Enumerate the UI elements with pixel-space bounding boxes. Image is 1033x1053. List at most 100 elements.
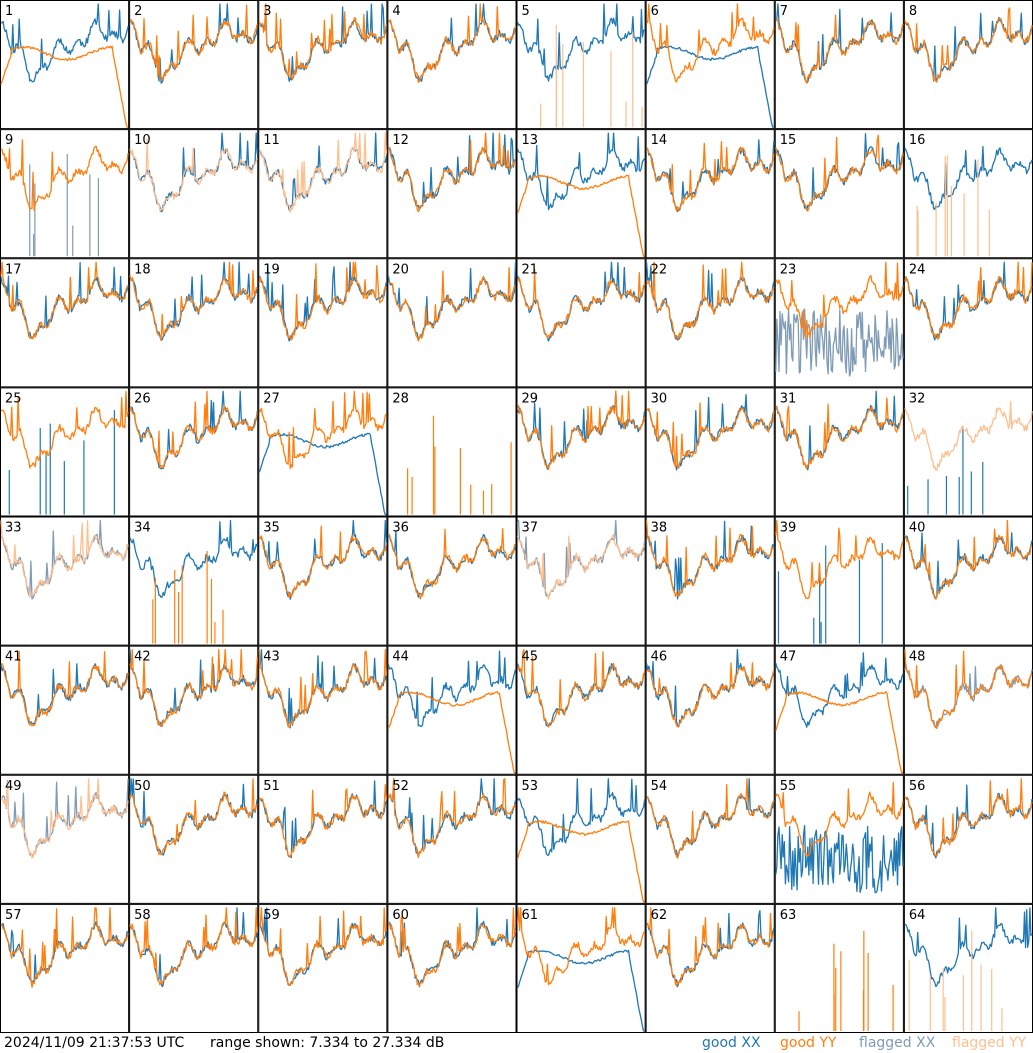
series-yy-line (516, 268, 646, 339)
series-yy-line (646, 662, 775, 728)
panel-frame (645, 516, 775, 646)
panel-label: 54 (651, 779, 668, 794)
panel-43: 43 (258, 645, 388, 775)
legend-flagged-yy: flagged YY (952, 1035, 1027, 1051)
panel-frame (258, 129, 388, 259)
timestamp: 2024/11/09 21:37:53 UTC (4, 1035, 185, 1051)
panel-label: 64 (909, 908, 926, 923)
panel-48: 48 (903, 645, 1033, 775)
panel-14: 14 (645, 129, 775, 259)
series-yy-line (258, 907, 387, 986)
panel-frame (258, 903, 388, 1033)
range-text: range shown: 7.334 to 27.334 dB (210, 1035, 445, 1051)
panel-frame (645, 129, 775, 259)
series-yy-line (904, 401, 1033, 471)
panel-30: 30 (645, 387, 775, 517)
panel-label: 26 (134, 391, 151, 406)
panel-frame (258, 516, 388, 646)
panel-4: 4 (387, 0, 517, 130)
legend-good-yy: good YY (780, 1035, 837, 1051)
series-xx-line (775, 824, 904, 894)
panel-frame (645, 258, 775, 388)
series-xx-line (516, 132, 646, 211)
panel-label: 34 (134, 521, 151, 536)
panel-label: 53 (522, 779, 539, 794)
series-yy-line (516, 648, 646, 728)
panel-6: 6 (645, 0, 775, 130)
panel-3: 3 (258, 0, 388, 130)
panel-frame (129, 516, 259, 646)
panel-label: 48 (909, 650, 926, 665)
panel-frame (129, 387, 259, 517)
panel-frame (387, 387, 517, 517)
panel-label: 7 (780, 4, 788, 19)
panel-label: 59 (263, 908, 280, 923)
panel-frame (516, 129, 646, 259)
panel-34: 34 (129, 516, 259, 646)
panel-51: 51 (258, 774, 388, 904)
series-xx-line (258, 432, 387, 516)
series-yy-line (775, 519, 904, 600)
panel-frame (516, 387, 646, 517)
series-yy-line (517, 174, 645, 257)
panel-37: 37 (516, 516, 646, 646)
series-yy-line (646, 778, 775, 859)
series-yy-line (258, 648, 388, 728)
panel-label: 35 (263, 521, 280, 536)
panel-frame (774, 903, 904, 1033)
series-yy-line (258, 261, 387, 341)
series-yy-line (646, 402, 775, 469)
panel-label: 29 (522, 391, 539, 406)
panel-47: 47 (774, 645, 904, 775)
series-xx-line (775, 132, 904, 212)
panel-frame (129, 258, 259, 388)
series-xx-line (516, 3, 645, 82)
panel-59: 59 (258, 903, 388, 1033)
series-yy-line (388, 132, 516, 213)
series-yy-line (129, 778, 258, 856)
series-xx-line (646, 139, 775, 213)
panel-label: 51 (263, 779, 280, 794)
panel-label: 17 (5, 262, 22, 277)
series-yy-line (258, 525, 388, 598)
panel-label: 12 (392, 133, 409, 148)
panel-frame (903, 774, 1033, 904)
series-yy-line (775, 14, 904, 84)
panel-label: 49 (5, 779, 22, 794)
panel-label: 38 (651, 521, 668, 536)
panel-label: 8 (909, 4, 917, 19)
panel-9: 9 (0, 129, 130, 259)
series-xx-line (129, 261, 258, 341)
panel-frame (516, 258, 646, 388)
series-yy-line (516, 534, 645, 600)
panel-17: 17 (0, 258, 130, 388)
panel-label: 23 (780, 262, 797, 277)
panel-frame (0, 516, 130, 646)
panel-frame (129, 903, 259, 1033)
panel-54: 54 (645, 774, 775, 904)
series-xx-line (387, 778, 517, 858)
panel-label: 27 (263, 391, 280, 406)
series-yy-line (775, 134, 904, 212)
panel-label: 36 (392, 521, 409, 536)
series-yy-line (387, 691, 516, 774)
panel-frame (0, 903, 130, 1033)
panel-label: 31 (780, 391, 797, 406)
panel-53: 53 (516, 774, 646, 904)
panel-2: 2 (129, 0, 259, 130)
legend-flagged-xx: flagged XX (859, 1035, 936, 1051)
panel-63: 63 (774, 903, 904, 1033)
panel-label: 57 (5, 908, 22, 923)
series-xx-line (904, 146, 1033, 210)
panel-frame (903, 387, 1033, 517)
footer: 2024/11/09 21:37:53 UTC range shown: 7.3… (0, 1033, 1033, 1053)
series-xx-line (129, 519, 258, 599)
panel-label: 22 (651, 262, 668, 277)
panel-frame (516, 645, 646, 775)
series-yy-line (775, 397, 904, 470)
panel-frame (516, 516, 646, 646)
panel-58: 58 (129, 903, 259, 1033)
panel-frame (387, 129, 517, 259)
panel-16: 16 (903, 129, 1033, 259)
panel-label: 50 (134, 779, 151, 794)
